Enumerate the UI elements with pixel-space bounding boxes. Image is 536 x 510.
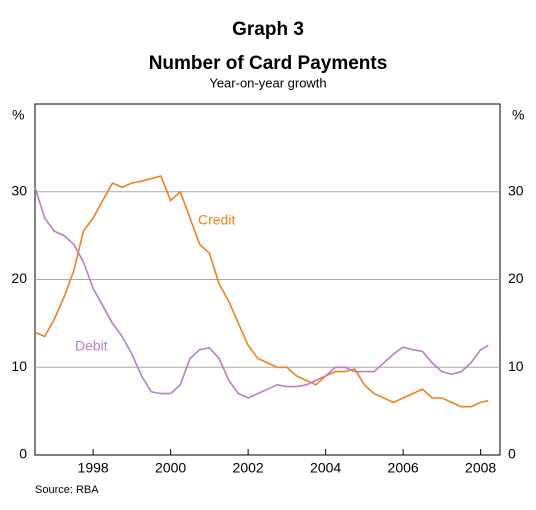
line-series (34, 175, 489, 408)
x-tick-label: 1998 (78, 460, 109, 476)
chart-title: Graph 3 (232, 19, 304, 40)
y2-tick-label: 0 (508, 446, 516, 462)
series-label: Credit (198, 212, 235, 228)
y-tick-label: 20 (11, 270, 27, 286)
chart-subtitle: Number of Card Payments (149, 53, 388, 74)
series-label: Debit (75, 338, 108, 354)
chart-caption: Year-on-year growth (209, 75, 326, 90)
y-tick-label: 0 (19, 446, 27, 462)
x-tick-label: 2004 (310, 460, 341, 476)
y-tick-label: 10 (11, 358, 27, 374)
source: Source: RBA (35, 484, 99, 496)
y-axis-label: % (12, 107, 24, 123)
x-tick-label: 2006 (388, 460, 419, 476)
x-tick-label: 2000 (155, 460, 186, 476)
y2-axis-label: % (512, 107, 524, 123)
y2-tick-label: 20 (508, 270, 524, 286)
line-series (34, 187, 489, 399)
x-tick-label: 2008 (465, 460, 496, 476)
y2-tick-label: 10 (508, 358, 524, 374)
x-tick-label: 2002 (233, 460, 264, 476)
y-tick-label: 30 (11, 182, 27, 198)
y2-tick-label: 30 (508, 182, 524, 198)
